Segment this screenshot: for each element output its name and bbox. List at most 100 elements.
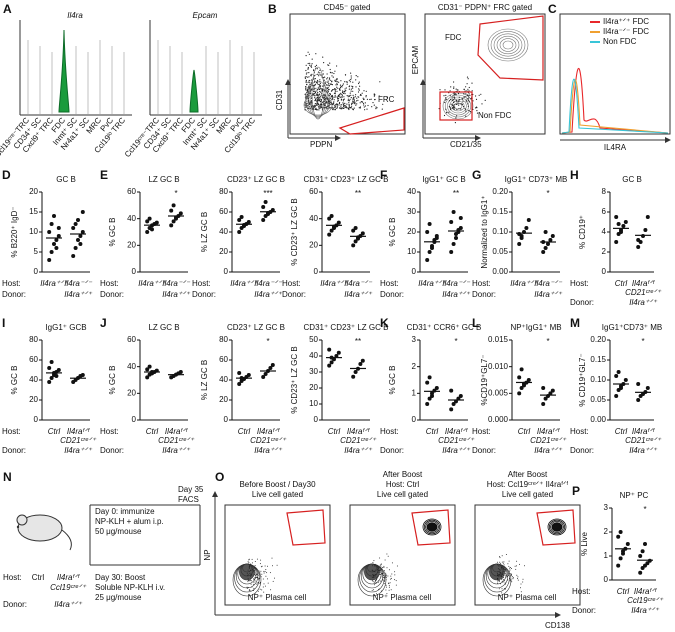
- gate: [411, 509, 451, 546]
- event-dot: [465, 101, 467, 103]
- event-dot: [338, 93, 341, 95]
- plot-frame: [424, 13, 546, 135]
- event-dot: [316, 90, 318, 92]
- data-point: [619, 230, 623, 234]
- event-dot: [387, 582, 389, 584]
- event-dot: [339, 101, 341, 104]
- y-tick-label: 0: [34, 267, 39, 276]
- event-dot: [307, 86, 309, 89]
- event-dot: [272, 580, 274, 582]
- event-dot: [257, 590, 259, 592]
- data-point: [638, 570, 643, 575]
- event-dot: [329, 77, 331, 79]
- y-tick-label: 80: [29, 335, 38, 344]
- event-dot: [261, 573, 263, 575]
- event-dot: [263, 572, 265, 574]
- plot-title: GC B: [56, 175, 76, 184]
- contour: [554, 524, 560, 530]
- event-dot: [335, 96, 337, 98]
- event-dot: [512, 578, 514, 580]
- row-label: Donor:: [100, 290, 124, 299]
- event-dot: [249, 565, 251, 567]
- event-dot: [324, 99, 326, 101]
- y-tick-label: 0.15: [492, 207, 508, 216]
- schedule-text: 25 μg/mouse: [95, 593, 142, 602]
- event-dot: [373, 560, 375, 562]
- event-dot: [510, 573, 512, 575]
- event-dot: [253, 590, 254, 591]
- data-point: [618, 556, 623, 561]
- data-point: [614, 240, 619, 244]
- y-tick-label: 0.005: [488, 388, 509, 397]
- event-dot: [341, 94, 343, 96]
- event-dot: [358, 96, 360, 98]
- event-dot: [510, 574, 512, 576]
- data-point: [430, 246, 434, 250]
- event-dot: [321, 91, 323, 93]
- event-dot: [456, 109, 458, 111]
- event-dot: [452, 107, 454, 109]
- event-dot: [336, 90, 338, 92]
- y-axis-label: %CD19⁺GL7⁻: [480, 354, 489, 405]
- event-dot: [351, 85, 353, 87]
- significance: **: [355, 337, 361, 346]
- data-point: [145, 230, 150, 234]
- host-label: Il4raᶠᐟᶠ: [57, 573, 81, 582]
- data-point: [237, 382, 242, 386]
- y-axis-label: % CD19⁺: [578, 215, 587, 249]
- event-dot: [371, 589, 373, 591]
- data-point: [329, 228, 334, 233]
- panel-letter: I: [2, 316, 5, 330]
- event-dot: [314, 92, 316, 94]
- event-dot: [453, 92, 455, 94]
- event-dot: [444, 99, 446, 101]
- event-dot: [459, 103, 461, 105]
- event-dot: [254, 561, 256, 562]
- event-dot: [355, 86, 357, 88]
- event-dot: [358, 89, 360, 91]
- host-label: Il4ra⁻ᐟ⁻: [534, 279, 562, 288]
- event-dot: [307, 88, 309, 90]
- plot-frame: [224, 504, 331, 606]
- row-label: Donor:: [282, 290, 306, 299]
- event-dot: [345, 81, 347, 83]
- data-point: [336, 220, 341, 225]
- schedule-text: Day 30: Boost: [95, 573, 146, 582]
- violin: [58, 29, 70, 113]
- event-dot: [385, 575, 387, 577]
- event-dot: [254, 580, 256, 582]
- event-dot: [359, 106, 361, 108]
- event-dot: [319, 104, 321, 106]
- panel-letter: K: [380, 316, 389, 330]
- donor-label: Il4ra⁺ᐟ⁺: [629, 446, 657, 455]
- event-dot: [385, 572, 387, 574]
- event-dot: [365, 95, 367, 97]
- event-dot: [348, 88, 350, 90]
- data-point: [541, 402, 546, 406]
- y-tick-label: 80: [219, 335, 228, 344]
- gene-title: Epcam: [193, 11, 218, 20]
- event-dot: [345, 90, 347, 92]
- event-dot: [351, 103, 353, 105]
- event-dot: [253, 581, 255, 583]
- event-dot: [453, 87, 455, 89]
- event-dot: [465, 86, 467, 88]
- event-dot: [374, 576, 376, 578]
- event-dot: [315, 108, 317, 110]
- event-dot: [253, 583, 255, 585]
- event-dot: [249, 572, 251, 574]
- y-tick-label: 0.015: [488, 335, 509, 344]
- y-tick-label: 60: [127, 335, 136, 344]
- event-dot: [341, 93, 343, 95]
- data-point: [638, 554, 643, 558]
- data-point: [517, 391, 522, 396]
- event-dot: [469, 111, 471, 113]
- event-dot: [502, 567, 504, 569]
- event-dot: [499, 557, 501, 559]
- event-dot: [520, 587, 521, 589]
- contour: [444, 94, 472, 118]
- event-dot: [465, 99, 467, 101]
- event-dot: [251, 586, 253, 588]
- event-dot: [305, 76, 307, 78]
- event-dot: [367, 104, 369, 107]
